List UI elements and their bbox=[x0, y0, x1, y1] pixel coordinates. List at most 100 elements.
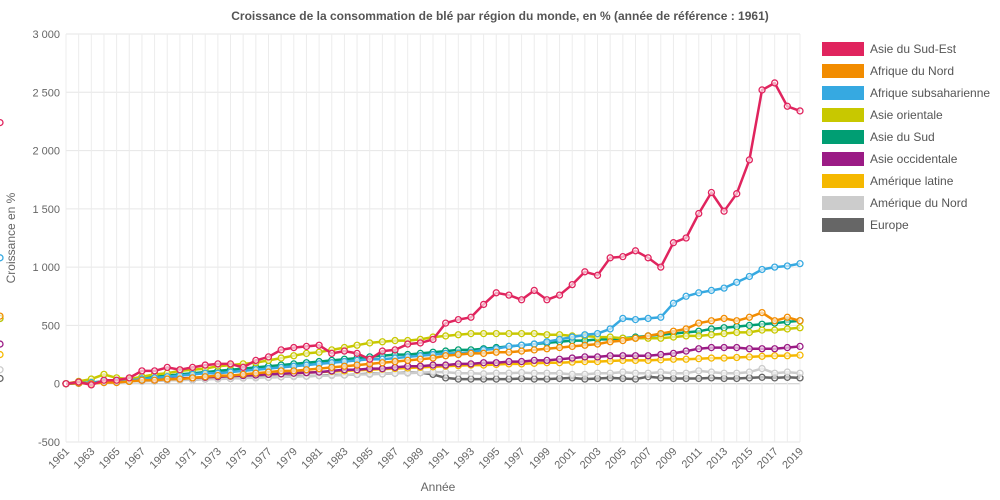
data-point bbox=[771, 79, 779, 87]
data-point bbox=[745, 272, 754, 281]
data-point bbox=[745, 156, 754, 164]
data-point bbox=[315, 364, 323, 373]
data-point bbox=[733, 190, 741, 198]
data-point bbox=[555, 343, 564, 352]
x-tick-label: 1979 bbox=[274, 446, 300, 472]
x-tick-label: 2011 bbox=[680, 446, 705, 471]
data-point bbox=[315, 341, 323, 349]
data-point bbox=[277, 354, 285, 362]
x-tick-label: 2001 bbox=[553, 446, 579, 472]
x-tick-label: 2009 bbox=[654, 446, 680, 472]
data-point bbox=[644, 314, 652, 323]
data-point bbox=[606, 325, 614, 333]
x-tick-label: 1965 bbox=[97, 446, 123, 472]
data-point bbox=[796, 324, 804, 332]
x-tick-label: 1975 bbox=[223, 446, 249, 472]
y-tick-label: 2 500 bbox=[32, 87, 60, 99]
data-point bbox=[631, 369, 640, 377]
data-point bbox=[707, 368, 716, 376]
data-point bbox=[644, 369, 652, 377]
legend-label: Afrique du Nord bbox=[870, 64, 954, 78]
data-point bbox=[707, 331, 716, 339]
data-point bbox=[606, 352, 614, 360]
data-point bbox=[543, 369, 551, 377]
x-tick-label: 2013 bbox=[704, 446, 730, 472]
x-tick-label: 1993 bbox=[451, 446, 477, 472]
data-point bbox=[416, 362, 424, 370]
legend-swatch bbox=[822, 174, 864, 188]
data-point bbox=[758, 373, 766, 381]
data-point bbox=[593, 271, 602, 279]
data-point bbox=[517, 368, 526, 377]
legend-label: Afrique subsaharienne bbox=[870, 86, 990, 100]
data-point bbox=[353, 341, 361, 349]
data-point bbox=[429, 354, 437, 362]
data-point bbox=[733, 343, 741, 352]
data-point bbox=[593, 340, 602, 348]
data-point bbox=[125, 374, 133, 382]
data-point bbox=[163, 375, 171, 383]
data-point bbox=[758, 320, 766, 328]
data-point bbox=[176, 375, 184, 383]
y-tick-label: 1 500 bbox=[32, 204, 60, 216]
legend-label: Asie occidentale bbox=[870, 152, 958, 166]
data-point bbox=[593, 329, 602, 338]
data-point bbox=[479, 359, 488, 367]
data-point bbox=[707, 354, 716, 362]
x-tick-label: 2005 bbox=[603, 446, 629, 472]
data-point bbox=[404, 356, 412, 365]
data-point bbox=[606, 369, 614, 377]
data-point bbox=[695, 355, 703, 363]
data-point bbox=[720, 284, 728, 292]
data-point bbox=[669, 349, 678, 358]
data-point bbox=[0, 312, 4, 320]
data-point bbox=[707, 188, 716, 197]
data-point bbox=[720, 329, 728, 338]
data-point bbox=[783, 102, 791, 110]
x-tick-label: 1969 bbox=[148, 446, 174, 472]
data-point bbox=[657, 263, 665, 271]
legend-label: Asie du Sud-Est bbox=[870, 42, 957, 56]
x-tick-label: 1963 bbox=[72, 446, 98, 472]
data-point bbox=[581, 370, 589, 379]
data-point bbox=[581, 268, 589, 276]
data-point bbox=[783, 352, 791, 360]
data-point bbox=[745, 368, 754, 376]
data-point bbox=[555, 369, 564, 377]
data-point bbox=[467, 369, 475, 377]
data-point bbox=[530, 329, 538, 338]
x-tick-label: 1997 bbox=[502, 446, 528, 472]
data-point bbox=[163, 363, 171, 372]
data-point bbox=[442, 361, 450, 369]
series-lines bbox=[0, 79, 804, 389]
data-point bbox=[682, 355, 690, 363]
data-point bbox=[619, 314, 627, 323]
data-point bbox=[619, 374, 627, 383]
x-tick-label: 2007 bbox=[628, 446, 654, 472]
data-point bbox=[505, 369, 513, 377]
data-point bbox=[226, 360, 235, 368]
chart-title: Croissance de la consommation de blé par… bbox=[231, 9, 769, 23]
data-point bbox=[543, 345, 551, 353]
data-point bbox=[745, 353, 754, 361]
data-point bbox=[568, 280, 576, 289]
data-point bbox=[454, 331, 462, 339]
data-point bbox=[505, 329, 513, 338]
data-point bbox=[644, 332, 652, 340]
data-point bbox=[530, 356, 538, 365]
data-point bbox=[568, 370, 576, 379]
data-point bbox=[606, 338, 614, 346]
data-point bbox=[733, 353, 741, 362]
data-point bbox=[555, 355, 564, 363]
legend-swatch bbox=[822, 152, 864, 166]
data-point bbox=[581, 341, 589, 349]
data-point bbox=[378, 347, 387, 355]
data-point bbox=[492, 348, 500, 356]
legend-label: Amérique latine bbox=[870, 174, 954, 188]
data-point bbox=[771, 317, 779, 325]
data-point bbox=[112, 376, 121, 384]
x-tick-label: 1987 bbox=[375, 446, 401, 472]
data-point bbox=[745, 345, 754, 353]
data-point bbox=[530, 346, 538, 354]
data-point bbox=[492, 289, 500, 297]
